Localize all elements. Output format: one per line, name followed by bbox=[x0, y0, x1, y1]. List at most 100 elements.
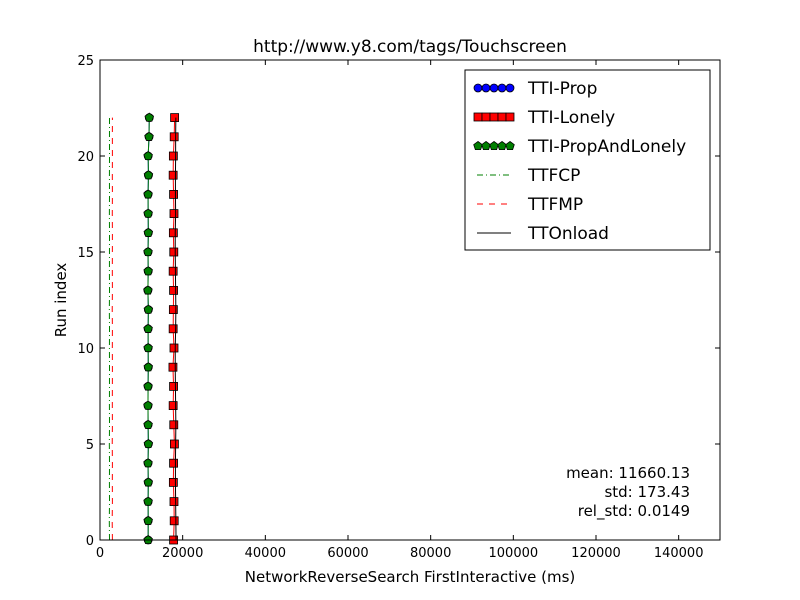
data-point bbox=[169, 189, 178, 199]
legend-item: TTI-Lonely bbox=[473, 108, 615, 128]
data-point bbox=[169, 439, 179, 449]
legend-marker bbox=[497, 141, 507, 151]
series-tti-propandlonely bbox=[143, 112, 155, 545]
stats-rel-std: rel_std: 0.0149 bbox=[578, 502, 690, 521]
data-point bbox=[168, 362, 178, 372]
x-tick-label: 0 bbox=[96, 546, 104, 561]
legend-item: TTI-PropAndLonely bbox=[473, 137, 686, 157]
data-point bbox=[143, 496, 153, 506]
legend-item: TTFMP bbox=[477, 195, 583, 215]
series-tti-lonely bbox=[168, 113, 180, 545]
legend-item: TTI-Prop bbox=[473, 79, 597, 99]
data-point bbox=[143, 170, 154, 180]
legend-marker bbox=[481, 112, 491, 122]
legend-item: TTFCP bbox=[477, 166, 580, 186]
legend-label: TTI-PropAndLonely bbox=[527, 137, 686, 157]
legend-marker bbox=[505, 141, 515, 151]
data-point bbox=[169, 516, 179, 526]
legend-marker bbox=[473, 112, 483, 122]
legend-label: TTFCP bbox=[527, 166, 580, 186]
data-point bbox=[143, 515, 153, 525]
data-point bbox=[168, 477, 178, 487]
data-point bbox=[143, 266, 153, 276]
x-tick-label: 100000 bbox=[489, 546, 539, 561]
legend: TTI-Prop TTI-Lonely TTI-PropAndLonely TTFCP… bbox=[464, 69, 711, 251]
legend-marker bbox=[497, 112, 507, 122]
data-point bbox=[169, 247, 179, 257]
y-tick-label: 25 bbox=[77, 54, 94, 69]
data-point bbox=[143, 439, 154, 449]
legend-marker bbox=[481, 141, 491, 151]
data-point bbox=[169, 497, 179, 507]
plot-frame bbox=[99, 59, 721, 541]
x-axis-label: NetworkReverseSearch FirstInteractive (m… bbox=[245, 568, 576, 586]
y-axis-ticks: 0 5 10 15 20 25 bbox=[77, 54, 720, 549]
data-point bbox=[169, 343, 179, 353]
data-point bbox=[168, 305, 178, 315]
legend-marker bbox=[505, 112, 515, 122]
legend-marker bbox=[489, 141, 499, 151]
legend-marker bbox=[473, 141, 483, 151]
data-point bbox=[168, 266, 178, 276]
series-line bbox=[174, 117, 177, 541]
x-tick-label: 80000 bbox=[410, 546, 451, 561]
legend-marker bbox=[489, 83, 499, 93]
data-point bbox=[169, 458, 178, 468]
legend-label: TTI-Prop bbox=[527, 79, 597, 99]
y-axis-label: Run index bbox=[52, 263, 70, 338]
x-tick-label: 40000 bbox=[245, 546, 286, 561]
legend-box bbox=[464, 69, 711, 251]
plot-marks bbox=[108, 112, 180, 545]
data-point bbox=[168, 151, 178, 161]
legend-marker bbox=[497, 83, 507, 93]
stats-mean: mean: 11660.13 bbox=[566, 464, 690, 482]
data-point bbox=[169, 209, 179, 219]
x-axis-ticks: 0 20000 40000 60000 80000 100000 120000 140000 bbox=[96, 60, 704, 561]
series-ttonload bbox=[174, 117, 177, 541]
data-point bbox=[143, 477, 154, 487]
data-point bbox=[143, 323, 153, 333]
data-point bbox=[168, 228, 178, 238]
data-point bbox=[143, 381, 153, 391]
legend-marker bbox=[505, 83, 515, 93]
data-point bbox=[143, 362, 154, 372]
x-tick-label: 20000 bbox=[162, 546, 203, 561]
data-point bbox=[143, 419, 153, 429]
data-point bbox=[144, 112, 155, 122]
data-point bbox=[144, 131, 154, 141]
data-point bbox=[143, 189, 153, 199]
stats-annotation: mean: 11660.13 std: 173.43 rel_std: 0.01… bbox=[566, 464, 690, 521]
x-tick-label: 120000 bbox=[571, 546, 621, 561]
data-point bbox=[168, 170, 178, 180]
x-tick-label: 60000 bbox=[327, 546, 368, 561]
legend-label: TTOnload bbox=[527, 224, 609, 244]
y-tick-label: 15 bbox=[77, 246, 94, 261]
y-tick-label: 0 bbox=[86, 534, 94, 549]
data-point bbox=[169, 132, 179, 142]
data-point bbox=[170, 113, 180, 122]
legend-label: TTFMP bbox=[527, 195, 583, 215]
data-point bbox=[143, 151, 153, 161]
data-point bbox=[168, 401, 178, 411]
chart-title: http://www.y8.com/tags/Touchscreen bbox=[253, 37, 567, 57]
data-point bbox=[169, 420, 179, 430]
data-point bbox=[168, 324, 178, 334]
legend-marker bbox=[489, 112, 499, 122]
x-tick-label: 140000 bbox=[654, 546, 704, 561]
data-point bbox=[143, 208, 153, 218]
y-tick-label: 20 bbox=[77, 150, 94, 165]
data-point bbox=[169, 381, 178, 391]
data-point bbox=[143, 247, 153, 257]
legend-marker bbox=[481, 83, 491, 93]
y-tick-label: 5 bbox=[86, 438, 94, 453]
data-point bbox=[143, 227, 154, 237]
legend-item: TTOnload bbox=[477, 224, 609, 244]
y-tick-label: 10 bbox=[77, 342, 94, 357]
data-point bbox=[143, 285, 153, 295]
legend-label: TTI-Lonely bbox=[527, 108, 615, 128]
legend-marker bbox=[473, 83, 483, 93]
data-point bbox=[169, 285, 178, 295]
data-point bbox=[143, 458, 153, 468]
stats-std: std: 173.43 bbox=[604, 483, 690, 501]
